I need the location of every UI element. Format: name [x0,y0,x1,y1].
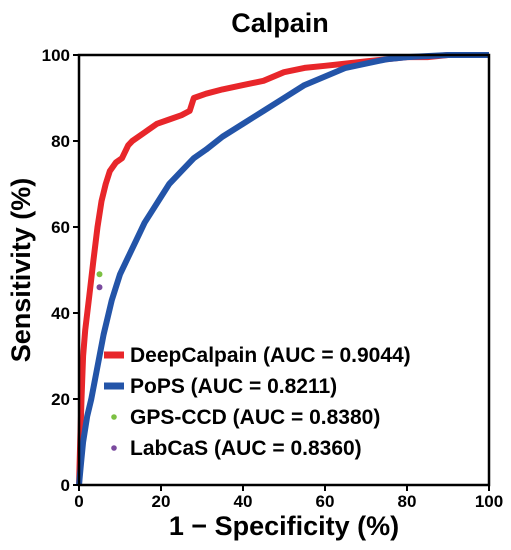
y-tick-label: 100 [42,46,70,65]
chart-title: Calpain [231,8,329,38]
series-line-pops [76,52,489,486]
x-tick-label: 60 [316,492,335,511]
legend-swatch-labcas [111,445,117,451]
series-point-labcas [96,284,103,291]
y-axis-ticks: 0 20 40 60 80 100 [42,46,79,495]
y-tick-label: 40 [51,304,70,323]
legend: DeepCalpain (AUC = 0.9044) PoPS (AUC = 0.… [104,344,411,460]
y-tick-label: 60 [51,218,70,237]
plot-frame [77,53,491,487]
y-tick-label: 20 [51,390,70,409]
legend-label-labcas: LabCaS (AUC = 0.8360) [130,437,362,460]
legend-label-pops: PoPS (AUC = 0.8211) [130,375,337,398]
legend-label-deepcalpain: DeepCalpain (AUC = 0.9044) [130,344,411,367]
x-tick-label: 0 [74,492,83,511]
series-line-deepcalpain [76,52,489,486]
y-tick-label: 80 [51,132,70,151]
legend-swatch-gps-ccd [111,414,117,420]
x-axis-label: 1 − Specificity (%) [169,511,399,541]
x-tick-label: 40 [234,492,253,511]
series-point-gps-ccd [96,271,103,278]
x-tick-label: 80 [398,492,417,511]
legend-label-gps-ccd: GPS-CCD (AUC = 0.8380) [130,406,380,429]
x-axis-ticks: 0 20 40 60 80 100 [74,485,503,511]
y-tick-label: 0 [61,476,70,495]
plot-series [76,52,489,486]
x-tick-label: 20 [152,492,171,511]
x-tick-label: 100 [475,492,503,511]
y-axis-label: Sensitivity (%) [6,178,36,363]
